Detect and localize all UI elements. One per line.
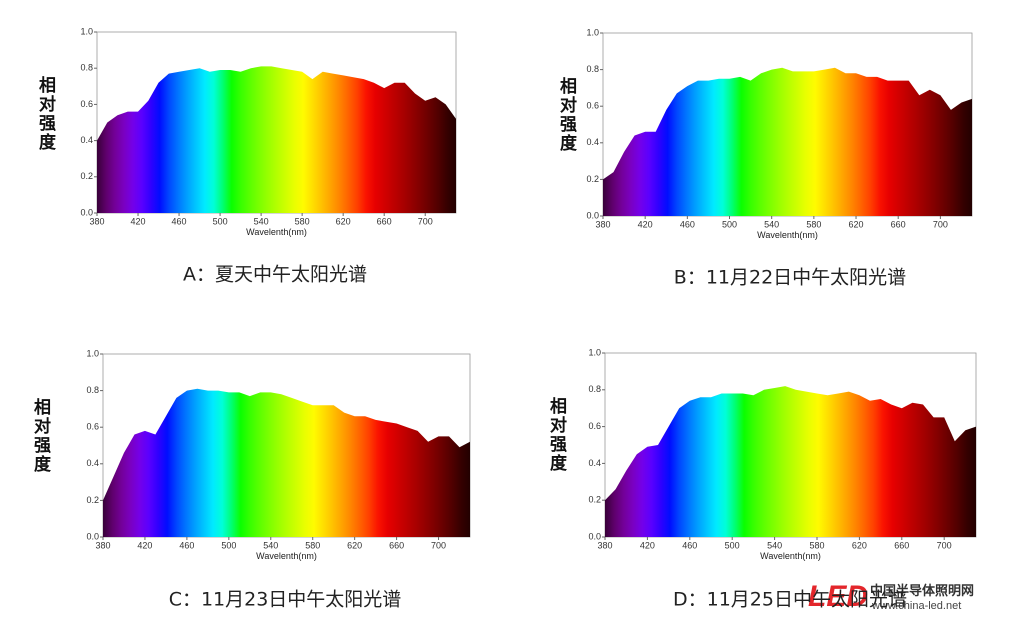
- x-tick-label: 420: [137, 540, 152, 550]
- site-name: 中国半导体照明网: [870, 583, 974, 598]
- spectrum-area: [605, 386, 976, 537]
- x-tick-label: 500: [725, 540, 740, 550]
- y-tick-label: 1.0: [588, 347, 601, 357]
- x-tick-label: 620: [347, 540, 362, 550]
- y-tick-label: 0.4: [588, 458, 601, 468]
- y-axis-label: 相对强度: [35, 75, 56, 152]
- x-tick-label: 660: [389, 540, 404, 550]
- x-tick-label: 700: [418, 216, 433, 226]
- spectrum-area: [603, 67, 972, 216]
- y-tick-label: 0.2: [86, 495, 99, 505]
- x-tick-label: 500: [221, 540, 236, 550]
- x-tick-label: 580: [806, 219, 821, 229]
- x-tick-label: 580: [295, 216, 310, 226]
- x-tick-label: 580: [809, 540, 824, 550]
- x-tick-label: 500: [722, 219, 737, 229]
- x-tick-label: 660: [894, 540, 909, 550]
- x-tick-label: 540: [764, 219, 779, 229]
- logo: LED: [808, 580, 868, 613]
- x-tick-label: 700: [431, 540, 446, 550]
- x-tick-label: 700: [937, 540, 952, 550]
- x-tick-label: 660: [377, 216, 392, 226]
- y-tick-label: 0.6: [86, 422, 99, 432]
- x-axis-label: Wavelenth(nm): [256, 551, 317, 561]
- x-tick-label: 380: [597, 540, 612, 550]
- y-tick-label: 0.2: [80, 171, 93, 181]
- y-tick-label: 0.4: [86, 458, 99, 468]
- y-tick-label: 0.6: [586, 101, 599, 111]
- x-tick-label: 420: [131, 216, 146, 226]
- spectrum-area: [97, 66, 456, 214]
- x-tick-label: 420: [640, 540, 655, 550]
- x-tick-label: 580: [305, 540, 320, 550]
- x-tick-label: 380: [95, 540, 110, 550]
- x-tick-label: 620: [849, 219, 864, 229]
- y-tick-label: 0.8: [80, 63, 93, 73]
- x-tick-label: 460: [680, 219, 695, 229]
- x-axis-label: Wavelenth(nm): [760, 551, 821, 561]
- x-tick-label: 500: [213, 216, 228, 226]
- x-tick-label: 420: [638, 219, 653, 229]
- x-tick-label: 540: [767, 540, 782, 550]
- x-tick-label: 540: [254, 216, 269, 226]
- y-tick-label: 0.4: [586, 137, 599, 147]
- x-tick-label: 620: [852, 540, 867, 550]
- x-axis-label: Wavelenth(nm): [246, 227, 307, 237]
- y-tick-label: 0.8: [86, 385, 99, 395]
- y-tick-label: 0.0: [80, 207, 93, 217]
- x-tick-label: 460: [172, 216, 187, 226]
- y-tick-label: 0.2: [588, 495, 601, 505]
- y-tick-label: 0.0: [86, 531, 99, 541]
- y-tick-label: 0.0: [586, 210, 599, 220]
- y-tick-label: 0.2: [586, 174, 599, 184]
- y-tick-label: 0.6: [80, 99, 93, 109]
- x-tick-label: 700: [933, 219, 948, 229]
- y-axis-label: 相对强度: [556, 76, 577, 153]
- spectrum-area: [103, 388, 470, 537]
- y-axis-label: 相对强度: [546, 396, 567, 473]
- y-tick-label: 0.8: [588, 384, 601, 394]
- y-tick-label: 0.4: [80, 135, 93, 145]
- x-tick-label: 540: [263, 540, 278, 550]
- x-tick-label: 380: [595, 219, 610, 229]
- caption: B：11月22日中午太阳光谱: [674, 267, 906, 289]
- y-tick-label: 1.0: [86, 348, 99, 358]
- site-url: www.china-led.net: [871, 600, 961, 612]
- caption: D：11月25日中午太阳光谱: [673, 589, 907, 611]
- y-tick-label: 0.0: [588, 531, 601, 541]
- caption: A：夏天中午太阳光谱: [183, 264, 367, 286]
- y-tick-label: 1.0: [80, 26, 93, 36]
- y-tick-label: 0.6: [588, 421, 601, 431]
- x-tick-label: 460: [179, 540, 194, 550]
- x-tick-label: 620: [336, 216, 351, 226]
- y-tick-label: 1.0: [586, 27, 599, 37]
- x-tick-label: 380: [89, 216, 104, 226]
- caption: C：11月23日中午太阳光谱: [169, 589, 402, 611]
- x-tick-label: 660: [891, 219, 906, 229]
- x-tick-label: 460: [682, 540, 697, 550]
- x-axis-label: Wavelenth(nm): [757, 230, 818, 240]
- y-axis-label: 相对强度: [30, 397, 51, 474]
- y-tick-label: 0.8: [586, 64, 599, 74]
